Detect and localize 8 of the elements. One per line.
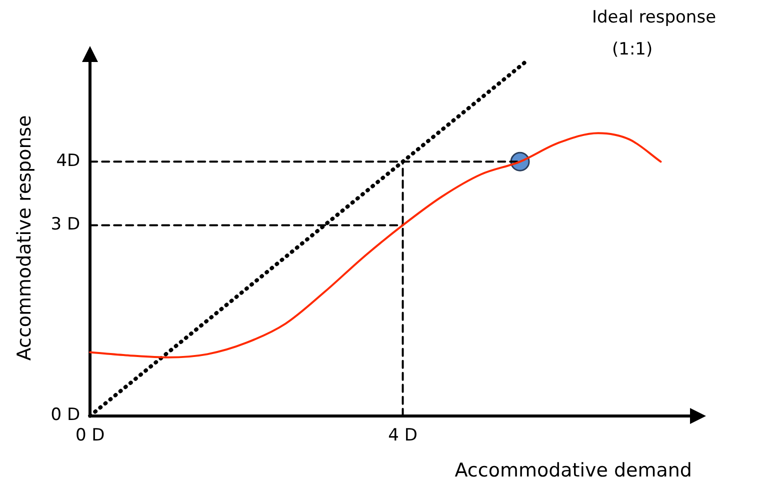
text: Ideal response (592, 7, 716, 28)
y-tick-label: 0 D (50, 405, 80, 426)
y-tick-label: 4D (56, 151, 80, 172)
annotation: (1:1) (612, 39, 653, 60)
y-axis-title: Accommodative response (13, 115, 36, 361)
y-tick-label: 3 D (50, 214, 80, 235)
x-axis-title: Accommodative demand (454, 460, 692, 482)
x-tick-label: 4 D (388, 425, 418, 446)
